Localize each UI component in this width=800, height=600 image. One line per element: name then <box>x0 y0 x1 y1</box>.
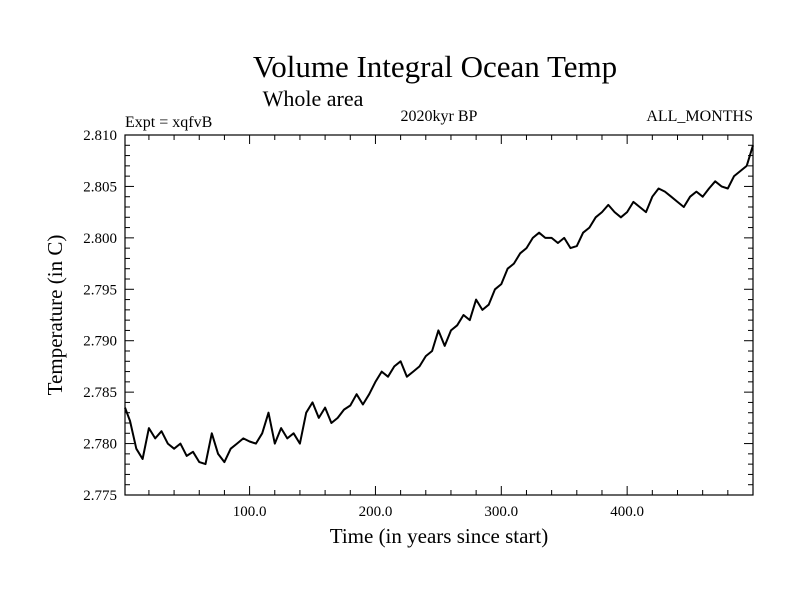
y-tick-label: 2.780 <box>83 437 117 453</box>
y-tick-label: 2.790 <box>83 334 117 350</box>
chart-title: Volume Integral Ocean Temp <box>253 49 617 84</box>
x-axis-label: Time (in years since start) <box>330 524 549 548</box>
plot-frame <box>124 134 754 496</box>
period-label: 2020kyr BP <box>401 108 478 125</box>
y-tick-label: 2.800 <box>83 231 117 247</box>
y-tick-label: 2.775 <box>83 488 117 504</box>
x-tick-label: 100.0 <box>233 504 267 520</box>
y-axis-label: Temperature (in C) <box>43 235 67 396</box>
x-tick-label: 400.0 <box>610 504 644 520</box>
y-tick-labels: 2.775 2.780 2.785 2.790 2.795 2.800 2.805 2.810 <box>83 128 117 504</box>
y-tick-label: 2.785 <box>83 385 117 401</box>
x-tick-label: 200.0 <box>359 504 393 520</box>
y-tick-label: 2.805 <box>83 179 117 195</box>
x-tick-labels: 100.0 200.0 300.0 400.0 <box>233 504 644 520</box>
series-line <box>124 145 754 466</box>
x-tick-label: 300.0 <box>484 504 518 520</box>
experiment-label: Expt = xqfvB <box>125 114 212 131</box>
y-tick-label: 2.810 <box>83 128 117 144</box>
months-label: ALL_MONTHS <box>646 108 753 125</box>
y-tick-label: 2.795 <box>83 282 117 298</box>
chart-subtitle: Whole area <box>263 86 364 111</box>
